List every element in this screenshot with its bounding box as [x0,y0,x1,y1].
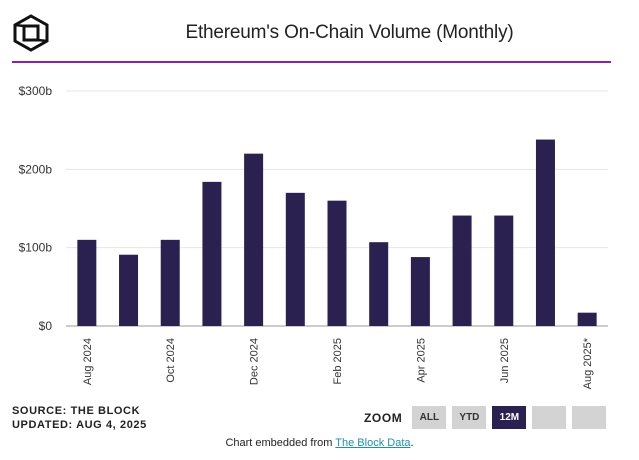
zoom-extra-button-1[interactable] [532,406,567,429]
embed-prefix: Chart embedded from [225,437,336,449]
the-block-data-link[interactable]: The Block Data [335,437,411,449]
y-tick-label: $300b [19,84,53,98]
y-tick-label: $0 [39,319,53,333]
embed-note: Chart embedded from The Block Data. [0,437,639,449]
x-tick-label: Feb 2025 [332,338,344,384]
bar [410,257,430,326]
bar [369,242,389,326]
bar [327,200,347,326]
x-tick-label: Dec 2024 [249,338,261,385]
zoom-12m-button[interactable]: 12M [492,406,527,429]
x-tick-label: Jun 2025 [499,338,511,383]
title-divider [12,61,611,63]
bar [77,239,97,326]
zoom-ytd-button[interactable]: YTD [452,406,487,429]
chart-title: Ethereum's On-Chain Volume (Monthly) [185,22,514,43]
embed-suffix: . [410,437,414,449]
source-text: SOURCE: THE BLOCK [12,405,141,417]
bar [285,192,305,326]
bar [160,239,180,326]
zoom-all-button[interactable]: ALL [412,406,447,429]
bar [452,215,472,326]
bar [119,254,139,326]
bar [535,139,555,326]
x-tick-label: Apr 2025 [415,338,427,383]
bar [244,153,264,326]
bar [202,181,222,326]
updated-text: UPDATED: AUG 4, 2025 [12,419,147,431]
y-tick-label: $200b [19,162,53,176]
zoom-controls: ZOOM ALL YTD 12M [364,406,607,429]
x-tick-label: Oct 2024 [165,338,177,383]
y-tick-label: $100b [19,241,53,255]
bar [577,312,597,326]
x-tick-label: Aug 2024 [82,338,94,385]
the-block-logo-icon [12,14,50,52]
zoom-extra-button-2[interactable] [572,406,607,429]
x-tick-label: Aug 2025* [582,337,594,389]
source-info: SOURCE: THE BLOCK UPDATED: AUG 4, 2025 [12,404,147,432]
bar-chart: $0 $100b $200b $300b Aug 2024 Oct 2024 Dec 202… [19,84,608,389]
zoom-label: ZOOM [364,410,403,425]
bar [494,215,514,326]
